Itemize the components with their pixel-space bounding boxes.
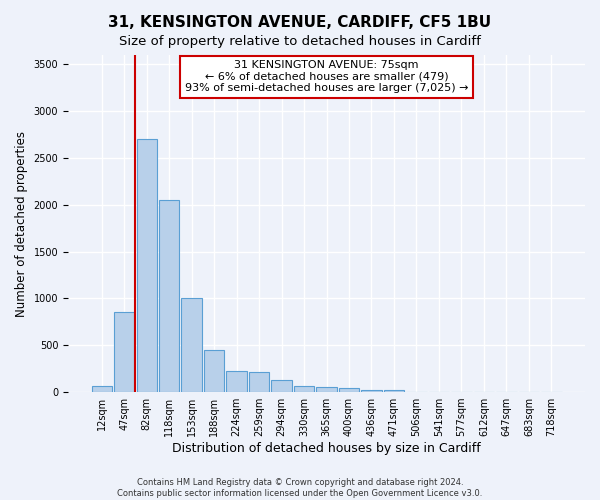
- Bar: [384, 390, 404, 392]
- Bar: [159, 200, 179, 392]
- Bar: [316, 388, 337, 392]
- Text: 31, KENSINGTON AVENUE, CARDIFF, CF5 1BU: 31, KENSINGTON AVENUE, CARDIFF, CF5 1BU: [109, 15, 491, 30]
- Bar: [114, 312, 134, 392]
- Bar: [271, 380, 292, 392]
- Text: 31 KENSINGTON AVENUE: 75sqm
← 6% of detached houses are smaller (479)
93% of sem: 31 KENSINGTON AVENUE: 75sqm ← 6% of deta…: [185, 60, 468, 94]
- Y-axis label: Number of detached properties: Number of detached properties: [15, 130, 28, 316]
- Bar: [249, 372, 269, 392]
- Text: Size of property relative to detached houses in Cardiff: Size of property relative to detached ho…: [119, 35, 481, 48]
- Bar: [92, 386, 112, 392]
- Bar: [339, 388, 359, 392]
- Bar: [137, 140, 157, 392]
- Bar: [226, 372, 247, 392]
- Bar: [294, 386, 314, 392]
- Bar: [181, 298, 202, 392]
- Bar: [361, 390, 382, 392]
- X-axis label: Distribution of detached houses by size in Cardiff: Distribution of detached houses by size …: [172, 442, 481, 455]
- Bar: [204, 350, 224, 392]
- Text: Contains HM Land Registry data © Crown copyright and database right 2024.
Contai: Contains HM Land Registry data © Crown c…: [118, 478, 482, 498]
